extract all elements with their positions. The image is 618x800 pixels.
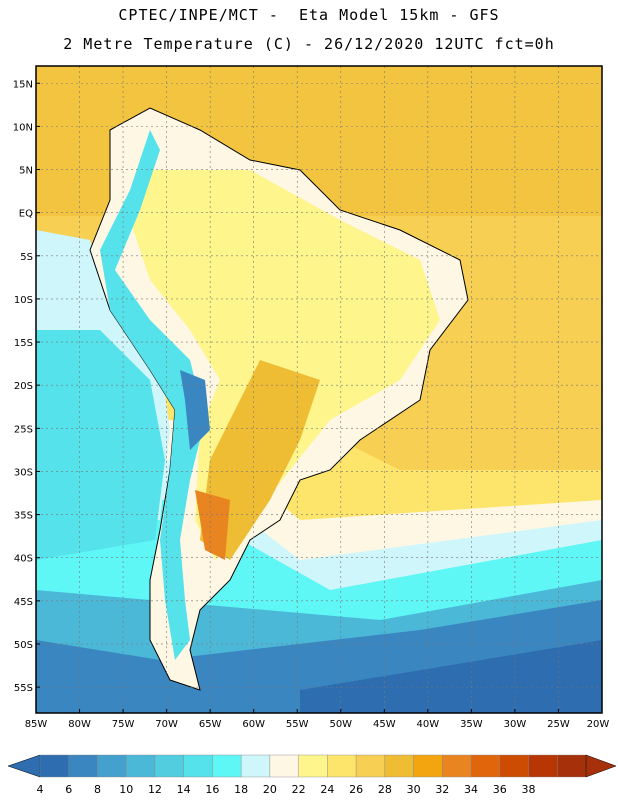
andes-coldest xyxy=(180,370,210,450)
colorbar-swatch xyxy=(327,754,357,778)
lon-tick-label: 45W xyxy=(373,719,396,730)
colorbar-swatch xyxy=(442,754,472,778)
andes-cold-strip xyxy=(100,130,205,660)
colorbar-label: 22 xyxy=(292,783,306,796)
lon-tick-label: 80W xyxy=(68,719,91,730)
lon-tick-label: 35W xyxy=(460,719,483,730)
colorbar-swatch xyxy=(97,754,127,778)
colorbar-label: 30 xyxy=(407,783,421,796)
lon-tick-label: 25W xyxy=(547,719,570,730)
colorbar-label: 14 xyxy=(177,783,191,796)
colorbar-swatch xyxy=(212,754,242,778)
lon-tick-label: 85W xyxy=(25,719,48,730)
colorbar-label: 24 xyxy=(320,783,334,796)
colorbar-label: 4 xyxy=(37,783,44,796)
colorbar-label: 32 xyxy=(435,783,449,796)
lon-tick-label: 40W xyxy=(417,719,440,730)
lat-tick-label: 15N xyxy=(13,79,33,90)
title-line-2: 2 Metre Temperature (C) - 26/12/2020 12U… xyxy=(63,35,555,53)
coldest-band xyxy=(300,640,602,713)
lon-tick-label: 20W xyxy=(587,719,610,730)
lon-tick-label: 60W xyxy=(242,719,265,730)
title-line-1: CPTEC/INPE/MCT - Eta Model 15km - GFS xyxy=(118,6,500,24)
colorbar-swatch xyxy=(470,754,500,778)
colorbar-swatch xyxy=(240,754,271,778)
pacific-cold-water xyxy=(36,330,165,560)
colorbar-label: 36 xyxy=(493,783,507,796)
colorbar-label: 18 xyxy=(234,783,248,796)
lat-tick-label: 10S xyxy=(14,295,33,306)
lon-tick-label: 55W xyxy=(286,719,309,730)
lat-tick-label: 55S xyxy=(14,683,33,694)
colorbar-label: 6 xyxy=(65,783,72,796)
lat-tick-label: 40S xyxy=(14,554,33,565)
lon-tick-label: 75W xyxy=(112,719,135,730)
graticule xyxy=(36,66,602,713)
lat-tick-label: 45S xyxy=(14,597,33,608)
colorbar-label: 10 xyxy=(119,783,133,796)
lon-tick-label: 30W xyxy=(504,719,527,730)
lon-tick-label: 50W xyxy=(329,719,352,730)
colorbar-label: 12 xyxy=(148,783,162,796)
colorbar-swatch xyxy=(298,754,328,778)
lon-tick-label: 65W xyxy=(199,719,222,730)
colorbar-label: 16 xyxy=(205,783,219,796)
colorbar-label: 38 xyxy=(522,783,536,796)
lat-tick-label: 50S xyxy=(14,640,33,651)
colorbar-swatch xyxy=(183,754,213,778)
colorbar-label: 28 xyxy=(378,783,392,796)
map-field xyxy=(36,66,602,713)
colorbar-label: 20 xyxy=(263,783,277,796)
lat-tick-label: EQ xyxy=(19,209,33,220)
colorbar-label: 8 xyxy=(94,783,101,796)
longitude-labels: 85W 80W 75W 70W 65W 60W 55W 50W 45W 40W 35W 30W 25W 2… xyxy=(25,709,610,730)
patagonia-hot-spot xyxy=(195,490,230,560)
lat-tick-label: 35S xyxy=(14,511,33,522)
colorbar: 4 6 8 10 12 14 16 18 20 22 24 26 28 30 32 34 36 38 xyxy=(7,754,617,796)
interior-warm xyxy=(130,170,440,560)
lat-tick-label: 15S xyxy=(14,338,33,349)
colorbar-swatch xyxy=(269,754,299,778)
lat-tick-label: 5N xyxy=(19,166,33,177)
lat-tick-label: 10N xyxy=(13,122,33,133)
lat-tick-label: 30S xyxy=(14,467,33,478)
colorbar-swatch xyxy=(413,754,443,778)
colorbar-swatch xyxy=(39,754,69,778)
colorbar-swatch xyxy=(154,754,184,778)
lat-tick-label: 20S xyxy=(14,381,33,392)
map-frame xyxy=(35,65,603,714)
colorbar-swatch xyxy=(528,754,558,778)
colorbar-label: 34 xyxy=(464,783,478,796)
lon-tick-label: 70W xyxy=(155,719,178,730)
colorbar-label: 26 xyxy=(349,783,363,796)
colorbar-right-arrow xyxy=(585,754,617,778)
chaco-hot-region xyxy=(200,360,320,560)
colorbar-swatch xyxy=(384,754,414,778)
colorbar-swatch xyxy=(355,754,386,778)
colorbar-swatch xyxy=(68,754,98,778)
colorbar-swatch xyxy=(126,754,156,778)
latitude-labels: 15N 10N 5N EQ 5S 10S 15S 20S 25S 30S 35S 40S 45S 50S 5… xyxy=(13,79,40,694)
lat-tick-label: 25S xyxy=(14,424,33,435)
colorbar-swatch xyxy=(499,754,529,778)
colorbar-swatch xyxy=(557,754,587,778)
lat-tick-label: 5S xyxy=(20,252,33,263)
colorbar-left-arrow xyxy=(7,754,41,778)
